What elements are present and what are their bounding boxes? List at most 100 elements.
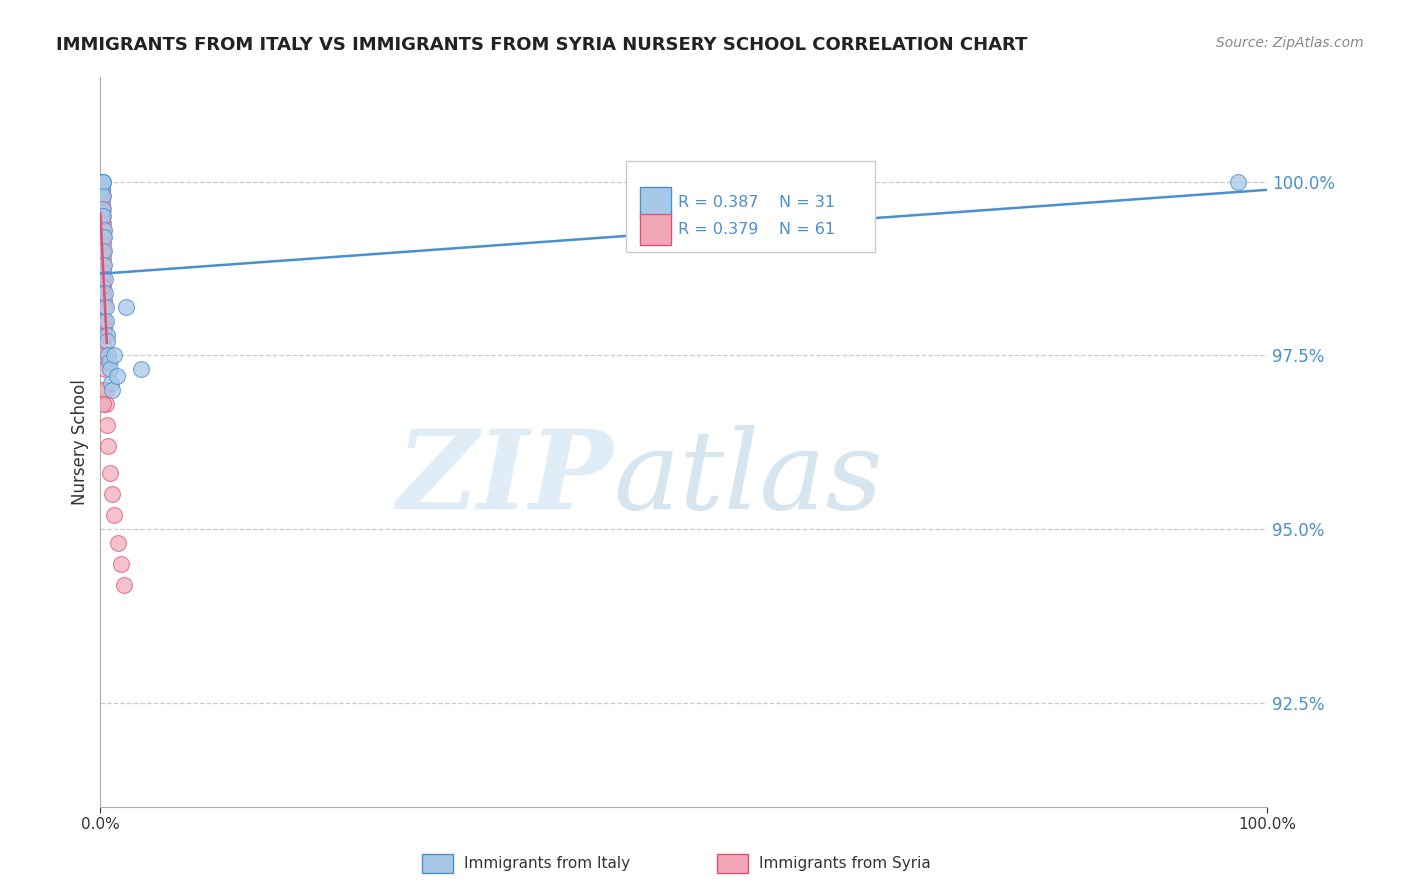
Point (91, 202, 114, 217)
Point (91, 210, 114, 224)
Point (91, 223, 114, 237)
Text: ZIP: ZIP (396, 425, 613, 533)
Point (1226, 175, 1249, 189)
Point (91, 272, 114, 286)
Point (90, 181, 112, 195)
Point (91, 251, 114, 265)
Text: R = 0.387    N = 31: R = 0.387 N = 31 (678, 195, 835, 210)
Point (91, 175, 114, 189)
Point (91, 216, 114, 230)
Point (93, 285, 115, 300)
Point (91, 265, 114, 279)
Point (94, 383, 117, 397)
Point (90, 175, 112, 189)
Point (129, 362, 152, 376)
Point (91, 188, 114, 202)
Point (90, 244, 112, 259)
Point (103, 348, 125, 362)
Point (96, 397, 118, 411)
Point (93, 293, 115, 307)
Point (103, 508, 125, 523)
Point (91, 175, 114, 189)
Point (105, 369, 128, 384)
Point (96, 334, 118, 349)
Point (91, 244, 114, 259)
Point (91, 383, 114, 397)
Point (93, 320, 115, 334)
Text: Immigrants from Syria: Immigrants from Syria (759, 856, 931, 871)
Point (90, 175, 112, 189)
Point (90, 175, 112, 189)
Text: atlas: atlas (613, 425, 883, 533)
Point (91, 210, 114, 224)
Point (96, 313, 118, 327)
Point (91, 216, 114, 230)
Point (90, 195, 112, 210)
Point (90, 175, 112, 189)
Point (91, 210, 114, 224)
Point (90, 210, 112, 224)
Point (96, 417, 118, 432)
Point (91, 175, 114, 189)
Point (91, 210, 114, 224)
Point (90, 175, 112, 189)
Point (91, 278, 114, 293)
Point (90, 188, 112, 202)
Point (91, 175, 114, 189)
Point (93, 223, 115, 237)
Point (101, 383, 124, 397)
Point (93, 342, 115, 356)
Point (90, 175, 112, 189)
Point (93, 313, 115, 327)
Point (94, 362, 117, 376)
Point (91, 348, 114, 362)
Point (107, 536, 129, 550)
Point (91, 397, 114, 411)
Point (90, 175, 112, 189)
Point (93, 258, 115, 272)
Point (115, 300, 138, 314)
Point (97, 348, 120, 362)
Point (93, 327, 115, 342)
Point (91, 258, 114, 272)
Point (91, 202, 114, 217)
Point (94, 348, 117, 362)
Text: IMMIGRANTS FROM ITALY VS IMMIGRANTS FROM SYRIA NURSERY SCHOOL CORRELATION CHART: IMMIGRANTS FROM ITALY VS IMMIGRANTS FROM… (56, 36, 1028, 54)
Text: R = 0.379    N = 61: R = 0.379 N = 61 (678, 222, 835, 237)
Text: Source: ZipAtlas.com: Source: ZipAtlas.com (1216, 36, 1364, 50)
Point (91, 216, 114, 230)
Point (96, 327, 118, 342)
Point (94, 272, 117, 286)
Point (97, 439, 120, 453)
Point (112, 577, 135, 591)
Point (90, 181, 112, 195)
Point (93, 230, 115, 244)
Point (98, 362, 121, 376)
Point (101, 487, 124, 501)
Point (90, 175, 112, 189)
Point (97, 355, 120, 369)
Point (91, 230, 114, 244)
Point (91, 223, 114, 237)
Point (91, 175, 114, 189)
Point (91, 188, 114, 202)
Point (91, 237, 114, 252)
Point (90, 188, 112, 202)
Point (91, 202, 114, 217)
Point (91, 230, 114, 244)
Point (91, 258, 114, 272)
Point (98, 467, 121, 481)
Point (94, 300, 117, 314)
Point (93, 300, 115, 314)
Point (93, 244, 115, 259)
Y-axis label: Nursery School: Nursery School (72, 379, 89, 505)
Point (91, 313, 114, 327)
Point (110, 557, 132, 571)
Text: Immigrants from Italy: Immigrants from Italy (464, 856, 630, 871)
Point (90, 175, 112, 189)
Point (100, 376, 122, 391)
Point (90, 278, 112, 293)
Point (90, 181, 112, 195)
Point (90, 175, 112, 189)
Point (91, 244, 114, 259)
